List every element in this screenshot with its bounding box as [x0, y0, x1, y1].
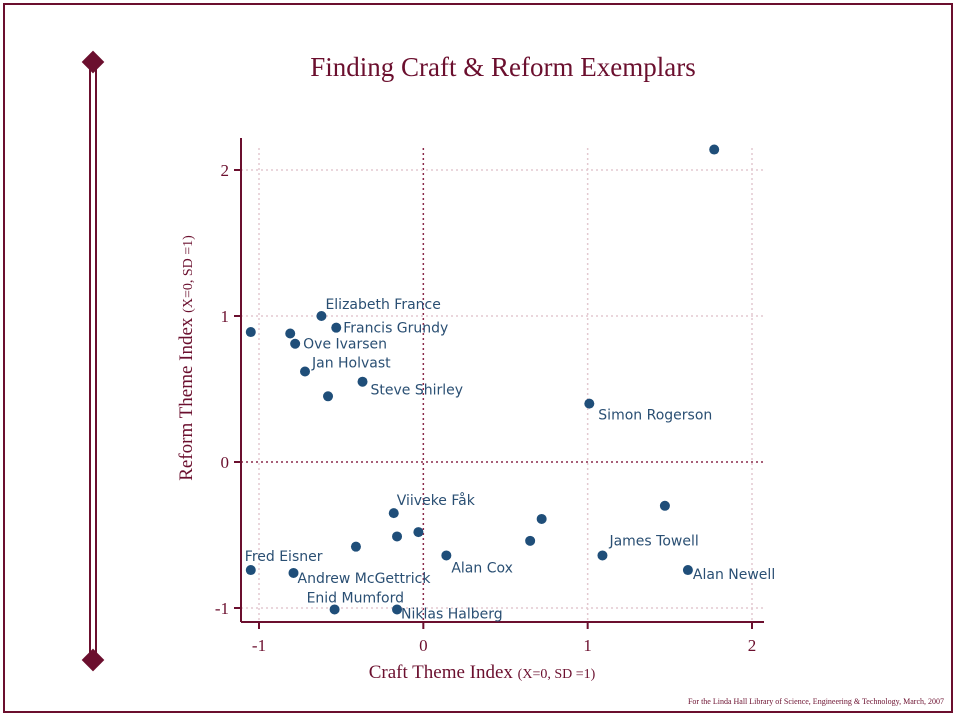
y-tick-label: 0 — [221, 453, 230, 472]
point-label: Andrew McGettrick — [298, 571, 432, 587]
point-label: Elizabeth France — [325, 297, 440, 313]
x-axis-title-sub: (X=0, SD =1) — [518, 667, 596, 682]
data-point — [659, 500, 670, 511]
data-point — [584, 398, 595, 409]
x-tick-label: 1 — [583, 636, 592, 655]
data-point — [290, 338, 301, 349]
data-point — [392, 531, 403, 542]
y-tick-label: 2 — [221, 161, 230, 180]
y-axis-title: Reform Theme Index (X=0, SD =1) — [176, 235, 197, 481]
point-label: Jan Holvast — [311, 355, 391, 371]
data-point — [329, 604, 340, 615]
data-point — [331, 322, 342, 333]
y-axis-title-main: Reform Theme Index — [176, 313, 197, 481]
point-label: Viiveke Fåk — [397, 492, 476, 509]
data-point — [597, 550, 608, 561]
point-label: James Towell — [608, 533, 698, 549]
point-labels: Ove Ivarsen Elizabeth France Francis Grund… — [245, 297, 775, 622]
point-label: Simon Rogerson — [598, 408, 712, 424]
data-point — [300, 366, 311, 377]
axes — [234, 138, 764, 629]
data-point — [682, 565, 693, 576]
data-point — [536, 513, 547, 524]
y-tick-label: -1 — [215, 599, 229, 618]
data-point — [709, 144, 720, 155]
point-label: Francis Grundy — [343, 321, 448, 337]
y-axis-title-sub: (X=0, SD =1) — [181, 235, 196, 313]
footer-credit: For the Linda Hall Library of Science, E… — [687, 697, 944, 706]
data-point — [388, 508, 399, 519]
point-label: Alan Newell — [693, 567, 775, 583]
data-point — [357, 376, 368, 387]
data-point — [413, 527, 424, 538]
point-label: Niklas Halberg — [401, 606, 503, 622]
x-axis-title: Craft Theme Index (X=0, SD =1) — [369, 662, 596, 683]
data-points — [245, 144, 720, 615]
data-point — [441, 550, 452, 561]
chart-title: Finding Craft & Reform Exemplars — [310, 52, 696, 82]
data-point — [525, 535, 536, 546]
tick-labels: -1 0 1 2 -1 0 1 2 — [215, 161, 756, 655]
data-point — [245, 327, 256, 338]
data-point — [323, 391, 334, 402]
point-label: Alan Cox — [451, 560, 513, 576]
point-label: Enid Mumford — [307, 590, 404, 606]
data-point — [288, 567, 299, 578]
x-axis-title-main: Craft Theme Index — [369, 662, 518, 683]
data-point — [285, 328, 296, 339]
x-tick-label: -1 — [252, 636, 266, 655]
data-point — [392, 604, 403, 615]
x-tick-label: 0 — [419, 636, 428, 655]
data-point — [350, 541, 361, 552]
data-point — [245, 565, 256, 576]
grid-lines — [241, 148, 764, 622]
y-tick-label: 1 — [221, 307, 230, 326]
data-point — [316, 311, 327, 321]
slide-frame — [3, 3, 953, 713]
point-label: Ove Ivarsen — [303, 337, 387, 353]
point-label: Fred Eisner — [245, 549, 323, 565]
decorative-side-bar — [89, 62, 97, 660]
point-label: Steve Shirley — [371, 383, 464, 399]
x-tick-label: 2 — [748, 636, 757, 655]
